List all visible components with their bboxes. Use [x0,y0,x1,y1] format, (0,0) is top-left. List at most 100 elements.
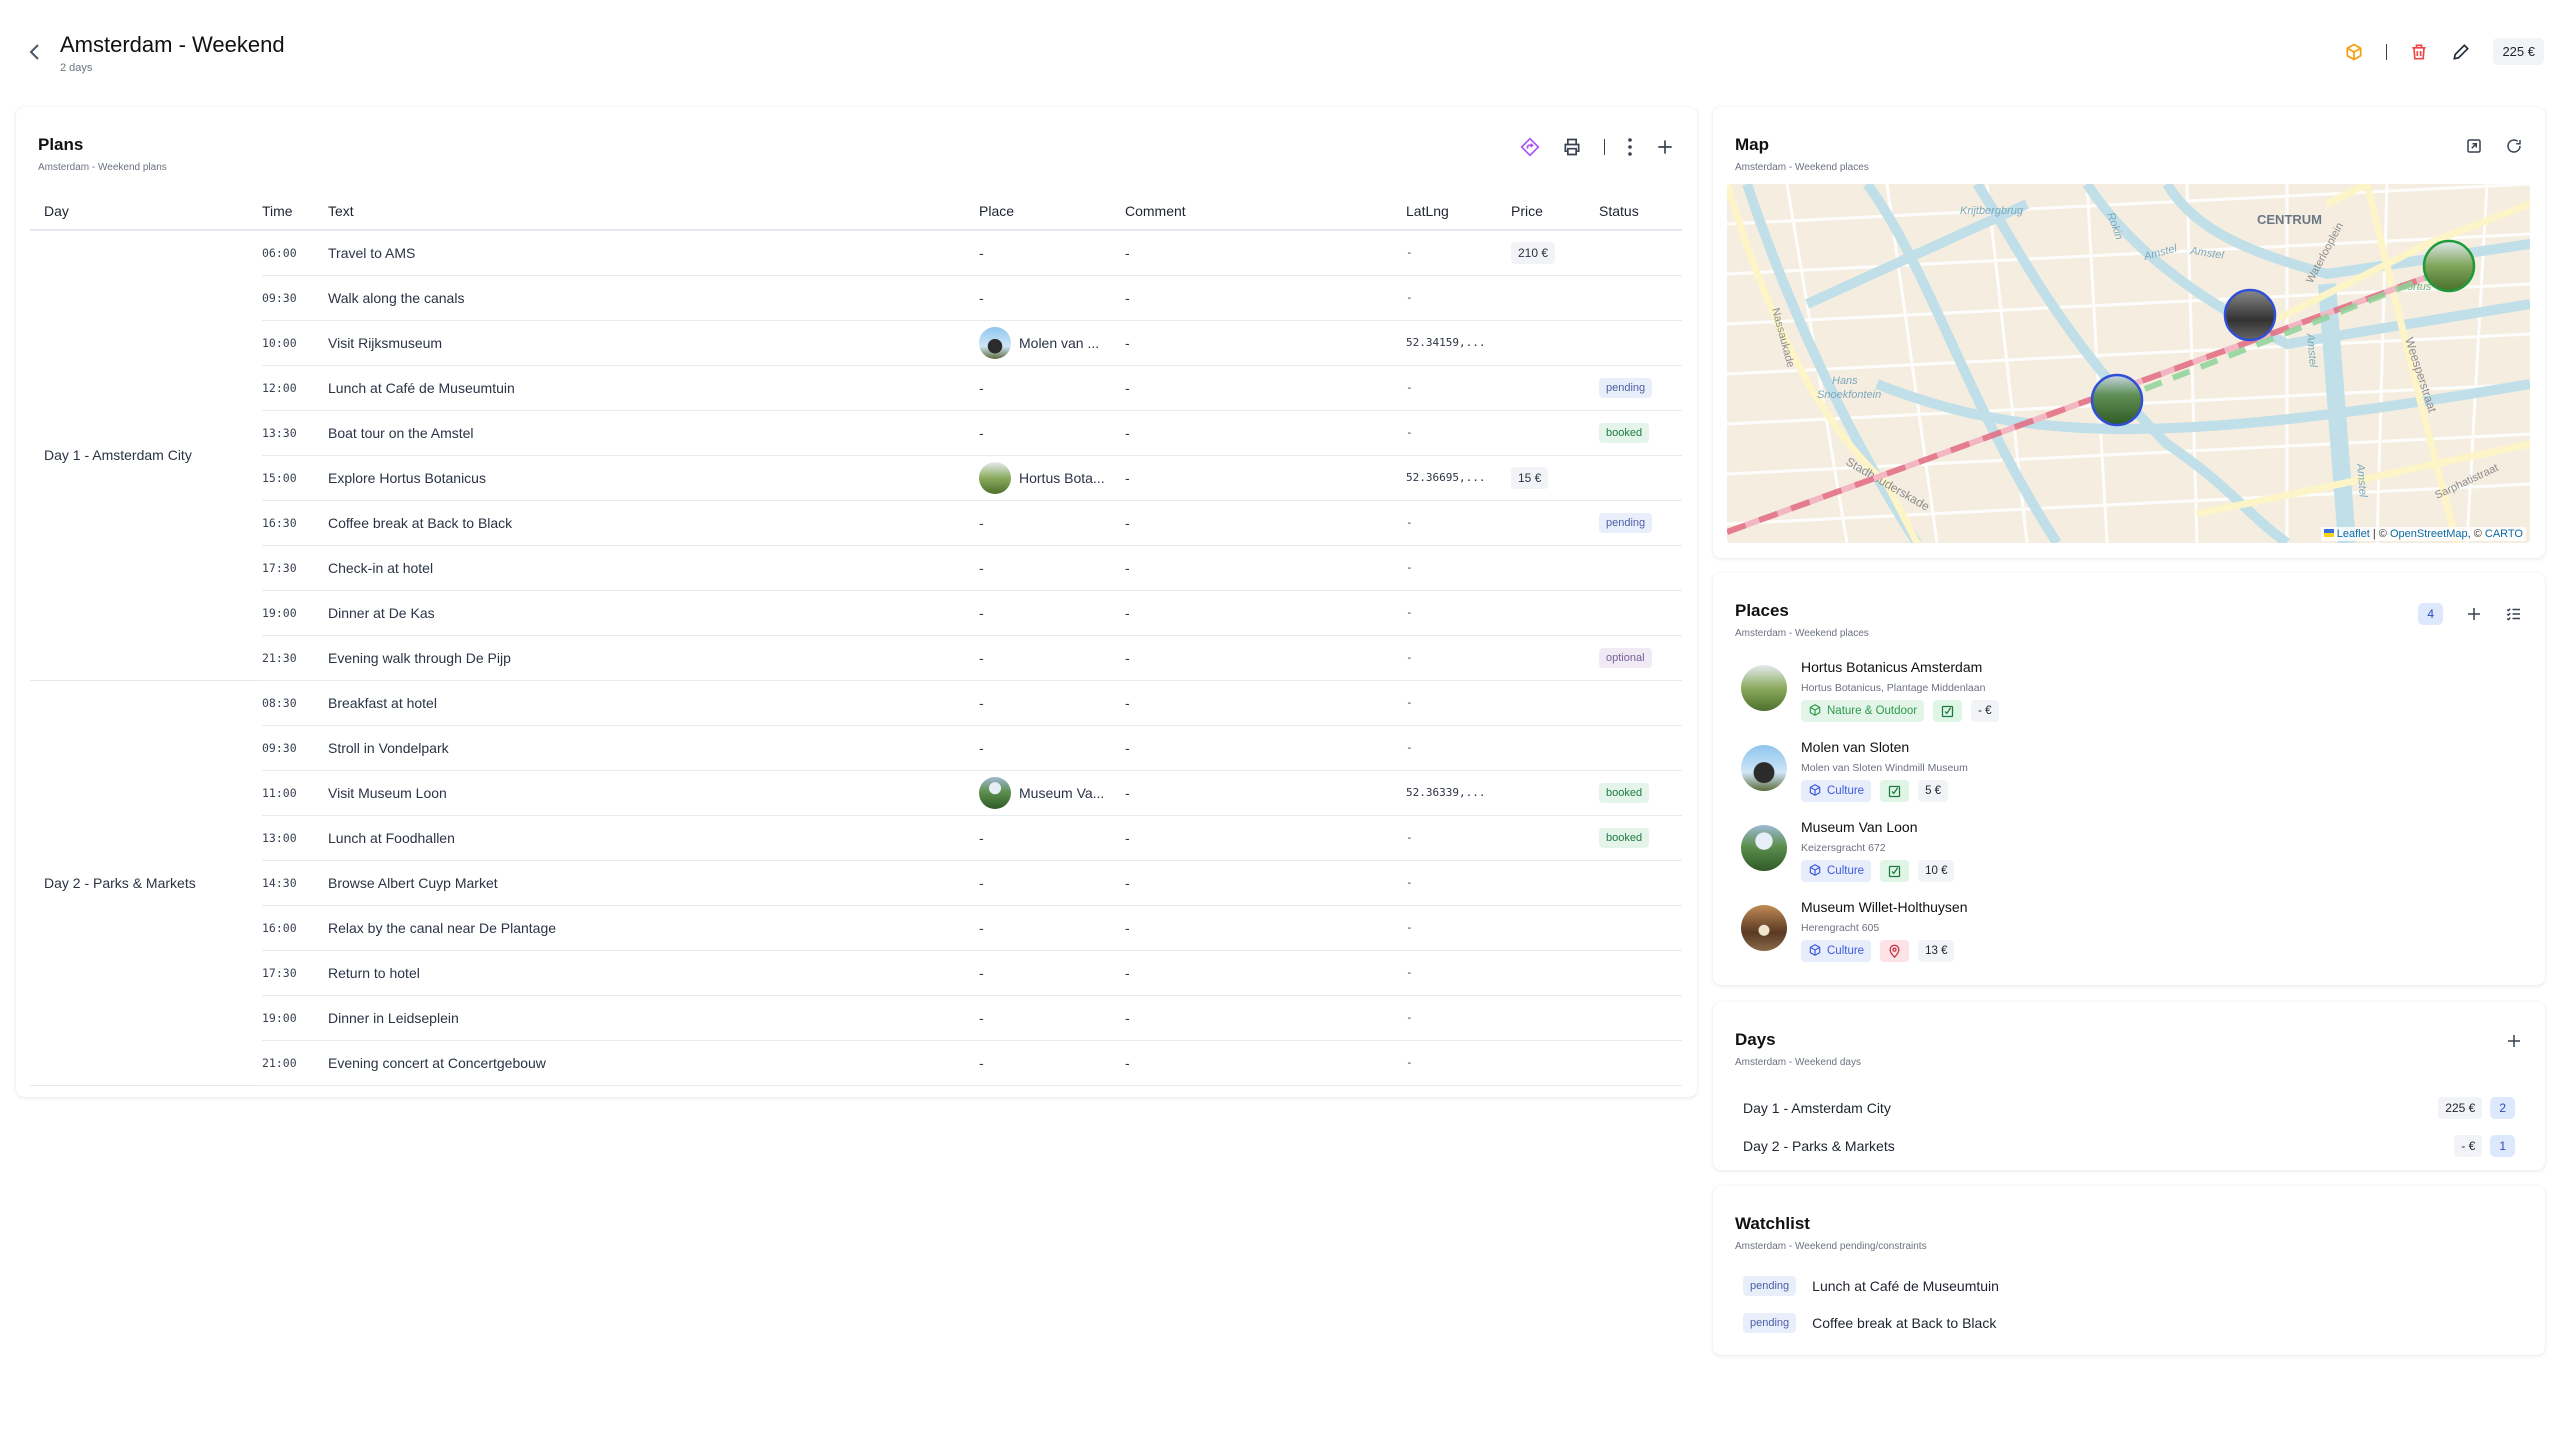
comment-cell[interactable]: - [1125,1040,1406,1086]
osm-link[interactable]: OpenStreetMap [2389,528,2468,540]
place-cell[interactable]: - [979,1040,1125,1086]
text-cell[interactable]: Lunch at Café de Museumtuin [328,365,979,411]
comment-cell[interactable]: - [1125,365,1406,411]
comment-cell[interactable]: - [1125,590,1406,636]
table-row[interactable]: 21:30 Evening walk through De Pijp - - - opti… [30,635,1682,681]
text-cell[interactable]: Relax by the canal near De Plantage [328,905,979,951]
text-cell[interactable]: Lunch at Foodhallen [328,815,979,861]
table-row[interactable]: 10:00 Visit Rijksmuseum Molen van ... -52.3… [30,320,1682,366]
place-cell[interactable]: - [979,950,1125,996]
watchlist-item[interactable]: pending Lunch at Café de Museumtuin [1743,1276,1999,1296]
refresh-icon[interactable] [2505,137,2523,155]
map-view[interactable]: CENTRUM Krijtbergbrug Rokin Amstel Amste… [1727,184,2530,543]
place-cell[interactable]: - [979,500,1125,546]
place-cell[interactable]: - [979,635,1125,681]
table-row[interactable]: 13:00 Lunch at Foodhallen - - - booked [30,815,1682,861]
fullscreen-icon[interactable] [2465,137,2483,155]
day-list-item[interactable]: Day 1 - Amsterdam City 225 € 2 [1743,1097,2515,1119]
checked-icon[interactable] [1880,780,1910,802]
edit-pencil-icon[interactable] [2451,42,2471,62]
category-tag[interactable]: Culture [1801,940,1872,962]
place-name[interactable]: Museum Van Loon [1801,819,1918,835]
table-row[interactable]: 15:00 Explore Hortus Botanicus Hortus Bota… [30,455,1682,501]
carto-link[interactable]: CARTO [2484,528,2523,540]
place-cell[interactable]: Hortus Bota... [979,455,1125,501]
place-cell[interactable]: - [979,275,1125,321]
comment-cell[interactable]: - [1125,815,1406,861]
text-cell[interactable]: Evening concert at Concertgebouw [328,1040,979,1086]
add-place-icon[interactable] [2465,605,2483,623]
text-cell[interactable]: Evening walk through De Pijp [328,635,979,681]
comment-cell[interactable]: - [1125,995,1406,1041]
comment-cell[interactable]: - [1125,545,1406,591]
place-cell[interactable]: - [979,815,1125,861]
table-row[interactable]: 17:30 Check-in at hotel - - - [30,545,1682,591]
back-chevron-icon[interactable] [24,40,46,64]
text-cell[interactable]: Dinner at De Kas [328,590,979,636]
map-marker-museum-van-loon[interactable] [2090,373,2144,427]
map-marker-hortus-botanicus[interactable] [2422,239,2476,293]
place-chip[interactable]: Hortus Bota... [979,461,1125,494]
place-cell[interactable]: - [979,725,1125,771]
table-row[interactable]: 09:30 Walk along the canals - - - [30,275,1682,321]
text-cell[interactable]: Browse Albert Cuyp Market [328,860,979,906]
comment-cell[interactable]: - [1125,455,1406,501]
table-row[interactable]: 21:00 Evening concert at Concertgebouw - - - [30,1040,1682,1086]
comment-cell[interactable]: - [1125,725,1406,771]
text-cell[interactable]: Explore Hortus Botanicus [328,455,979,501]
category-tag[interactable]: Culture [1801,780,1872,802]
place-cell[interactable]: - [979,410,1125,456]
table-row[interactable]: 17:30 Return to hotel - - - [30,950,1682,996]
place-cell[interactable]: - [979,905,1125,951]
place-list-item[interactable]: Molen van Sloten Molen van Sloten Windmil… [1741,739,1968,802]
comment-cell[interactable]: - [1125,680,1406,726]
place-name[interactable]: Hortus Botanicus Amsterdam [1801,659,1983,675]
place-chip[interactable]: Museum Va... [979,776,1125,809]
comment-cell[interactable]: - [1125,950,1406,996]
location-pin-icon[interactable] [1880,940,1910,962]
leaflet-link[interactable]: Leaflet [2336,528,2370,540]
category-tag[interactable]: Culture [1801,860,1872,882]
table-row[interactable]: 13:30 Boat tour on the Amstel - - - booked [30,410,1682,456]
table-row[interactable]: 12:00 Lunch at Café de Museumtuin - - - pendi… [30,365,1682,411]
comment-cell[interactable]: - [1125,635,1406,681]
table-row[interactable]: 19:00 Dinner at De Kas - - - [30,590,1682,636]
place-list-item[interactable]: Museum Van Loon Keizersgracht 672 Culture 1… [1741,819,1955,882]
place-cell[interactable]: Museum Va... [979,770,1125,816]
place-cell[interactable]: - [979,680,1125,726]
comment-cell[interactable]: - [1125,905,1406,951]
table-row[interactable]: 16:00 Relax by the canal near De Plantage… [30,905,1682,951]
place-list-item[interactable]: Hortus Botanicus Amsterdam Hortus Botanic… [1741,659,1999,722]
map-marker-willet-holthuysen[interactable] [2223,288,2277,342]
comment-cell[interactable]: - [1125,500,1406,546]
text-cell[interactable]: Boat tour on the Amstel [328,410,979,456]
watchlist-item[interactable]: pending Coffee break at Back to Black [1743,1313,1996,1333]
place-cell[interactable]: - [979,590,1125,636]
text-cell[interactable]: Visit Museum Loon [328,770,979,816]
table-row[interactable]: Day 2 - Parks & Markets 08:30 Breakfast at… [30,680,1682,1086]
add-day-icon[interactable] [2505,1032,2523,1050]
delete-trash-icon[interactable] [2409,42,2429,62]
text-cell[interactable]: Breakfast at hotel [328,680,979,726]
text-cell[interactable]: Check-in at hotel [328,545,979,591]
text-cell[interactable]: Return to hotel [328,950,979,996]
place-name[interactable]: Museum Willet-Holthuysen [1801,899,1968,915]
more-options-icon[interactable] [1627,137,1633,157]
table-row[interactable]: Day 1 - Amsterdam City 06:00 Travel to AMS… [30,230,1682,681]
print-icon[interactable] [1562,137,1582,157]
place-chip[interactable]: Molen van ... [979,326,1125,359]
place-cell[interactable]: Molen van ... [979,320,1125,366]
box-icon[interactable] [2344,42,2364,62]
table-row[interactable]: 16:30 Coffee break at Back to Black - - - pen… [30,500,1682,546]
text-cell[interactable]: Dinner in Leidseplein [328,995,979,1041]
checklist-icon[interactable] [2505,605,2523,623]
comment-cell[interactable]: - [1125,230,1406,276]
place-cell[interactable]: - [979,860,1125,906]
checked-icon[interactable] [1880,860,1910,882]
place-name[interactable]: Molen van Sloten [1801,739,1910,755]
day-list-item[interactable]: Day 2 - Parks & Markets - € 1 [1743,1135,2515,1157]
route-directions-icon[interactable] [1519,137,1540,157]
comment-cell[interactable]: - [1125,770,1406,816]
comment-cell[interactable]: - [1125,275,1406,321]
text-cell[interactable]: Coffee break at Back to Black [328,500,979,546]
